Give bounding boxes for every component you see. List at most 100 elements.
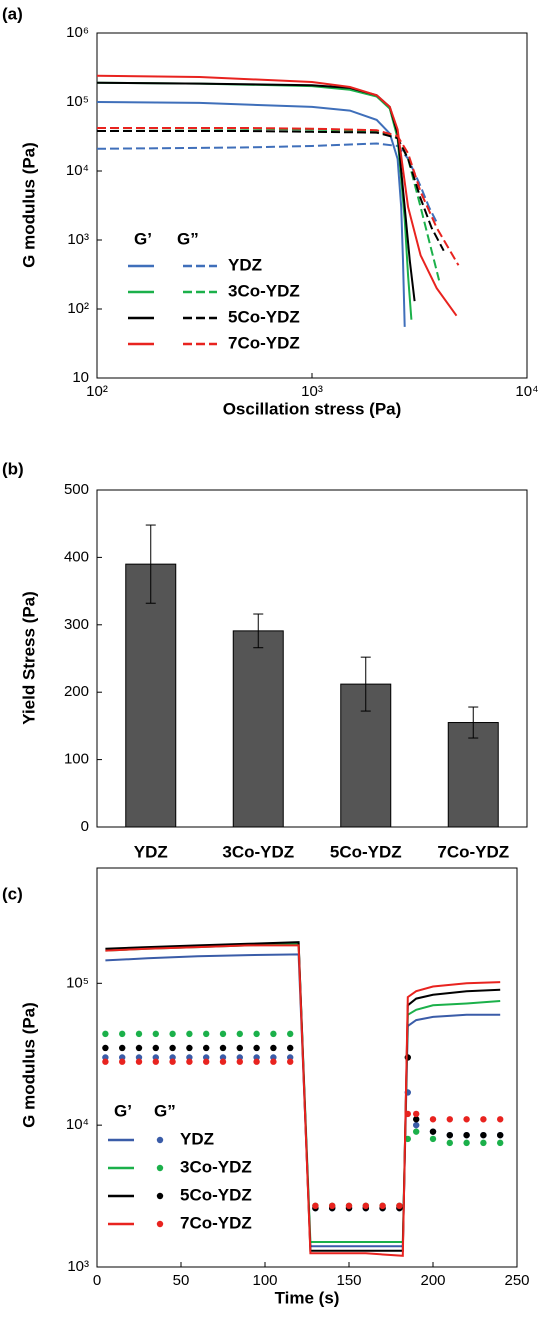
loss-marker <box>236 1058 243 1065</box>
y-tick-label: 200 <box>64 683 89 700</box>
loss-marker <box>169 1058 176 1065</box>
loss-marker <box>413 1128 420 1135</box>
bar <box>447 722 499 828</box>
legend-header: G” <box>177 229 199 248</box>
storage-line <box>96 74 458 317</box>
y-tick-label: 500 <box>64 481 89 498</box>
x-tick-label: 5Co-YDZ <box>330 842 402 861</box>
loss-marker <box>413 1110 420 1118</box>
loss-marker <box>270 1058 277 1065</box>
loss-marker <box>463 1116 470 1123</box>
loss-marker <box>404 1110 411 1118</box>
loss-marker <box>236 1044 243 1052</box>
x-tick-label: 10² <box>86 383 108 400</box>
loss-marker <box>119 1058 126 1065</box>
bar <box>232 630 284 828</box>
loss-marker <box>203 1058 210 1065</box>
y-tick-label: 0 <box>81 818 89 835</box>
loss-marker <box>429 1128 437 1135</box>
y-axis-label: Yield Stress (Pa) <box>19 591 38 725</box>
y-tick-label: 10² <box>67 300 89 317</box>
y-tick-label: 10⁴ <box>66 162 89 179</box>
loss-marker <box>480 1116 487 1123</box>
legend-label: 5Co-YDZ <box>228 307 300 326</box>
legend-header: G’ <box>114 1101 132 1120</box>
x-tick-label: 10⁴ <box>515 383 538 400</box>
x-axis-label: Oscillation stress (Pa) <box>223 399 402 418</box>
x-tick-label: 3Co-YDZ <box>222 842 294 861</box>
loss-marker <box>345 1202 353 1210</box>
legend-loss <box>156 1220 164 1228</box>
loss-marker <box>169 1030 176 1038</box>
loss-marker <box>413 1116 420 1123</box>
loss-marker <box>480 1139 487 1147</box>
loss-marker <box>446 1131 453 1139</box>
legend-loss <box>156 1164 164 1172</box>
loss-marker <box>152 1030 159 1038</box>
legend-label: YDZ <box>228 255 262 274</box>
y-tick-label: 10³ <box>67 1258 89 1275</box>
plot-frame <box>96 489 528 828</box>
legend-label: 3Co-YDZ <box>180 1157 252 1176</box>
loss-marker <box>270 1030 277 1038</box>
storage-line <box>96 101 406 327</box>
loss-marker <box>396 1202 403 1210</box>
loss-marker <box>497 1139 504 1147</box>
loss-marker <box>379 1202 386 1210</box>
loss-marker <box>270 1044 277 1052</box>
y-tick-label: 10 <box>72 369 89 386</box>
plot-frame <box>96 867 518 1268</box>
loss-marker <box>253 1058 260 1065</box>
loss-marker <box>102 1044 109 1052</box>
loss-marker <box>102 1058 109 1065</box>
x-tick-label: 0 <box>93 1272 101 1289</box>
y-tick-label: 100 <box>64 751 89 768</box>
loss-marker <box>287 1058 294 1065</box>
loss-line <box>97 130 445 252</box>
panel-label: (a) <box>2 4 23 23</box>
legend-label: 7Co-YDZ <box>228 333 300 352</box>
loss-marker <box>219 1058 227 1065</box>
x-tick-label: YDZ <box>134 842 168 861</box>
loss-marker <box>287 1030 294 1038</box>
storage-line <box>105 953 501 1248</box>
x-tick-label: 100 <box>252 1272 277 1289</box>
y-tick-label: 10⁵ <box>66 974 89 991</box>
x-axis-label: Time (s) <box>275 1288 340 1307</box>
loss-marker <box>135 1044 143 1052</box>
x-tick-label: 50 <box>173 1272 190 1289</box>
storage-line <box>105 944 501 1257</box>
y-tick-label: 400 <box>64 548 89 565</box>
legend-label: YDZ <box>180 1129 214 1148</box>
legend-loss <box>156 1136 164 1144</box>
loss-marker <box>362 1202 369 1210</box>
y-tick-label: 10⁵ <box>66 93 89 110</box>
y-tick-label: 300 <box>64 616 89 633</box>
loss-marker <box>119 1044 126 1052</box>
y-axis-label: G modulus (Pa) <box>19 1002 38 1128</box>
loss-marker <box>253 1044 260 1052</box>
loss-marker <box>186 1058 193 1065</box>
loss-marker <box>497 1116 504 1123</box>
loss-marker <box>497 1131 504 1139</box>
loss-marker <box>236 1030 243 1038</box>
y-tick-label: 10⁶ <box>66 24 89 41</box>
x-tick-label: 200 <box>420 1272 445 1289</box>
loss-marker <box>463 1139 470 1147</box>
loss-marker <box>429 1135 437 1143</box>
x-tick-label: 7Co-YDZ <box>437 842 509 861</box>
loss-marker <box>169 1044 176 1052</box>
loss-marker <box>404 1135 411 1143</box>
loss-line <box>97 127 460 266</box>
storage-line <box>105 942 501 1243</box>
legend-label: 5Co-YDZ <box>180 1185 252 1204</box>
legend-header: G” <box>154 1101 176 1120</box>
loss-marker <box>186 1044 193 1052</box>
loss-marker <box>219 1044 227 1052</box>
y-tick-label: 10³ <box>67 231 89 248</box>
x-tick-label: 150 <box>336 1272 361 1289</box>
loss-marker <box>287 1044 294 1052</box>
loss-marker <box>329 1202 336 1210</box>
storage-line <box>105 941 501 1252</box>
